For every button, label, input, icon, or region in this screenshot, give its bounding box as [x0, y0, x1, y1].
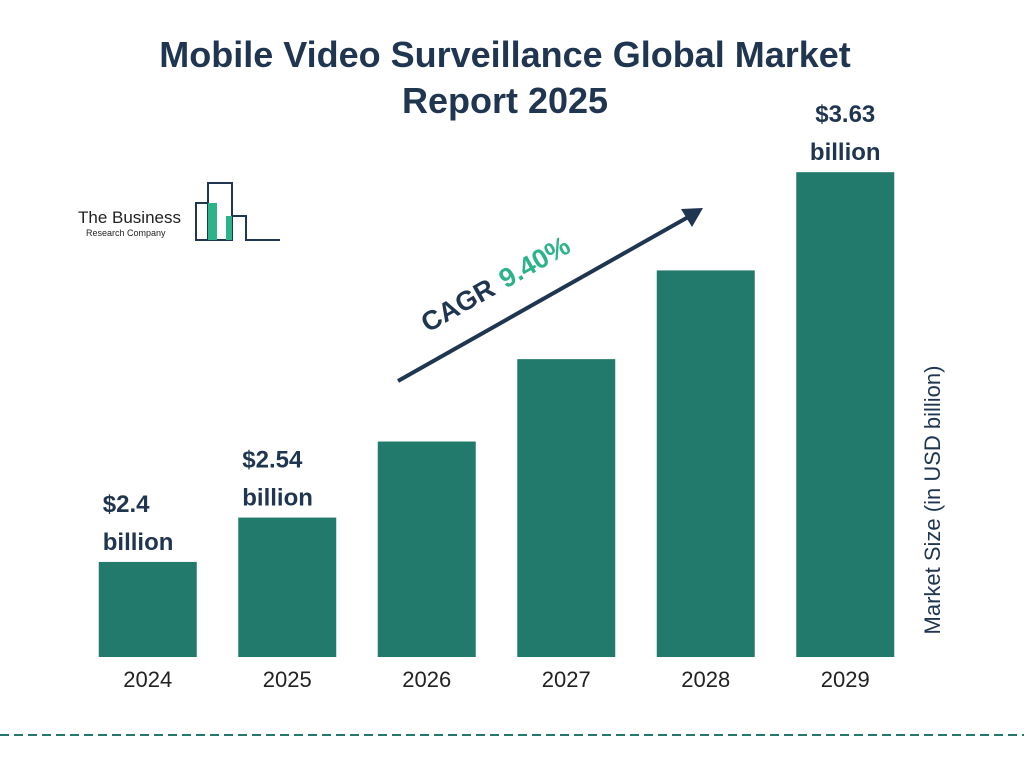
- cagr-arrow-head: [681, 208, 703, 227]
- data-label: $2.4 billion: [103, 491, 174, 556]
- logo-shape: [232, 215, 280, 241]
- cagr-value: 9.40%: [494, 230, 575, 294]
- logo-shape: [195, 202, 209, 241]
- logo-text: Research Company: [86, 228, 166, 238]
- bar: [377, 441, 476, 657]
- logo-shape: [208, 203, 217, 240]
- logo-text: The Business: [78, 208, 181, 227]
- cagr-annotation: CAGR9.40%: [416, 230, 575, 338]
- x-tick-label: 2026: [402, 667, 451, 692]
- x-tick-label: 2025: [263, 667, 312, 692]
- bar: [238, 517, 337, 657]
- bar: [517, 359, 616, 657]
- data-label: $3.63 billion: [810, 101, 881, 166]
- cagr-arrow: [397, 214, 691, 383]
- chart-title: Mobile Video Surveillance Global Market …: [159, 34, 851, 121]
- logo: The Business Research Company: [78, 182, 280, 241]
- bar: [656, 270, 755, 657]
- logo-shape: [226, 216, 232, 240]
- data-label: $2.54 billion: [242, 447, 313, 512]
- bar: [98, 561, 197, 657]
- bar: [796, 172, 895, 657]
- x-tick-label: 2029: [821, 667, 870, 692]
- x-tick-label: 2024: [123, 667, 172, 692]
- x-tick-label: 2028: [681, 667, 730, 692]
- y-axis-label: Market Size (in USD billion): [920, 366, 945, 635]
- x-tick-label: 2027: [542, 667, 591, 692]
